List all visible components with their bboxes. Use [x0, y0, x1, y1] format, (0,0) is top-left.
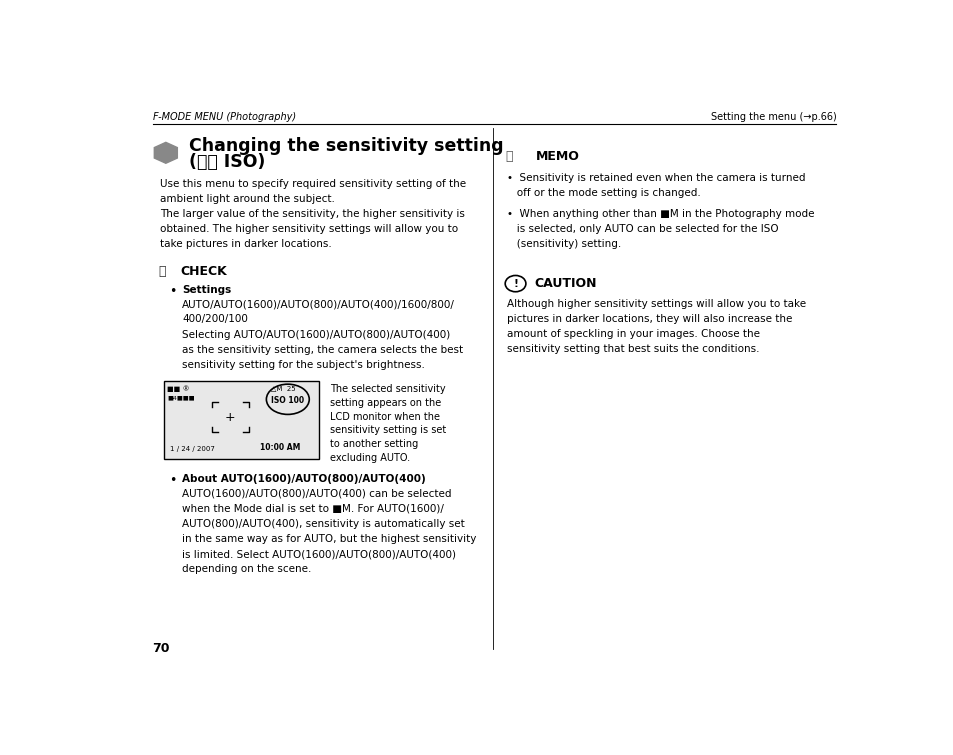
Text: Selecting AUTO/AUTO(1600)/AUTO(800)/AUTO(400): Selecting AUTO/AUTO(1600)/AUTO(800)/AUTO… — [182, 329, 450, 340]
Text: CHECK: CHECK — [180, 265, 227, 278]
Text: F-MODE MENU (Photography): F-MODE MENU (Photography) — [152, 112, 295, 122]
Text: CAUTION: CAUTION — [535, 276, 597, 290]
Text: is limited. Select AUTO(1600)/AUTO(800)/AUTO(400): is limited. Select AUTO(1600)/AUTO(800)/… — [182, 550, 456, 559]
Text: Use this menu to specify required sensitivity setting of the: Use this menu to specify required sensit… — [160, 179, 466, 189]
Text: •  When anything other than ■M in the Photography mode: • When anything other than ■M in the Pho… — [507, 209, 814, 219]
Text: 1 / 24 / 2007: 1 / 24 / 2007 — [170, 446, 214, 452]
Text: (sensitivity) setting.: (sensitivity) setting. — [507, 239, 621, 249]
Text: ISO 100: ISO 100 — [271, 396, 304, 405]
Text: excluding AUTO.: excluding AUTO. — [330, 453, 410, 464]
Text: The larger value of the sensitivity, the higher sensitivity is: The larger value of the sensitivity, the… — [160, 209, 464, 219]
Text: to another setting: to another setting — [330, 439, 417, 449]
Text: is selected, only AUTO can be selected for the ISO: is selected, only AUTO can be selected f… — [507, 224, 779, 234]
Text: Ⓜ: Ⓜ — [158, 265, 166, 278]
Text: 70: 70 — [152, 642, 170, 655]
Text: About AUTO(1600)/AUTO(800)/AUTO(400): About AUTO(1600)/AUTO(800)/AUTO(400) — [182, 473, 425, 484]
Text: sensitivity setting for the subject's brightness.: sensitivity setting for the subject's br… — [182, 360, 424, 370]
Text: Although higher sensitivity settings will allow you to take: Although higher sensitivity settings wil… — [507, 299, 805, 309]
Text: The selected sensitivity: The selected sensitivity — [330, 384, 445, 393]
Text: ■■ ®: ■■ ® — [167, 385, 190, 392]
Text: in the same way as for AUTO, but the highest sensitivity: in the same way as for AUTO, but the hig… — [182, 535, 476, 544]
Text: when the Mode dial is set to ■M. For AUTO(1600)/: when the Mode dial is set to ■M. For AUT… — [182, 504, 443, 514]
Text: !: ! — [513, 279, 517, 288]
Text: ambient light around the subject.: ambient light around the subject. — [160, 194, 335, 204]
Text: △M  25: △M 25 — [271, 385, 295, 391]
Text: as the sensitivity setting, the camera selects the best: as the sensitivity setting, the camera s… — [182, 344, 463, 355]
Text: Setting the menu (→p.66): Setting the menu (→p.66) — [710, 112, 836, 122]
Text: •: • — [169, 473, 176, 487]
Text: •  Sensitivity is retained even when the camera is turned: • Sensitivity is retained even when the … — [507, 173, 805, 183]
Text: pictures in darker locations, they will also increase the: pictures in darker locations, they will … — [507, 314, 792, 324]
Text: •: • — [169, 285, 176, 298]
Text: ■4■■■: ■4■■■ — [167, 396, 194, 401]
Text: amount of speckling in your images. Choose the: amount of speckling in your images. Choo… — [507, 329, 760, 339]
Text: depending on the scene.: depending on the scene. — [182, 565, 311, 575]
FancyBboxPatch shape — [164, 381, 318, 459]
Text: off or the mode setting is changed.: off or the mode setting is changed. — [507, 188, 700, 199]
Text: AUTO(1600)/AUTO(800)/AUTO(400) can be selected: AUTO(1600)/AUTO(800)/AUTO(400) can be se… — [182, 488, 451, 499]
Text: obtained. The higher sensitivity settings will allow you to: obtained. The higher sensitivity setting… — [160, 224, 457, 234]
Text: Settings: Settings — [182, 285, 231, 295]
Text: +: + — [225, 411, 235, 424]
Text: 📋: 📋 — [505, 150, 512, 163]
Text: sensitivity setting is set: sensitivity setting is set — [330, 426, 446, 436]
Text: Changing the sensitivity setting: Changing the sensitivity setting — [190, 137, 503, 155]
Text: (ⓈⓂ ISO): (ⓈⓂ ISO) — [190, 153, 266, 171]
Text: AUTO/AUTO(1600)/AUTO(800)/AUTO(400)/1600/800/: AUTO/AUTO(1600)/AUTO(800)/AUTO(400)/1600… — [182, 299, 455, 310]
Text: 400/200/100: 400/200/100 — [182, 314, 248, 325]
Text: take pictures in darker locations.: take pictures in darker locations. — [160, 239, 332, 249]
Text: sensitivity setting that best suits the conditions.: sensitivity setting that best suits the … — [507, 344, 760, 354]
Text: MEMO: MEMO — [535, 150, 578, 163]
Text: setting appears on the: setting appears on the — [330, 398, 440, 408]
Text: AUTO(800)/AUTO(400), sensitivity is automatically set: AUTO(800)/AUTO(400), sensitivity is auto… — [182, 519, 464, 529]
Text: 10:00 AM: 10:00 AM — [259, 443, 300, 452]
Text: LCD monitor when the: LCD monitor when the — [330, 411, 439, 421]
